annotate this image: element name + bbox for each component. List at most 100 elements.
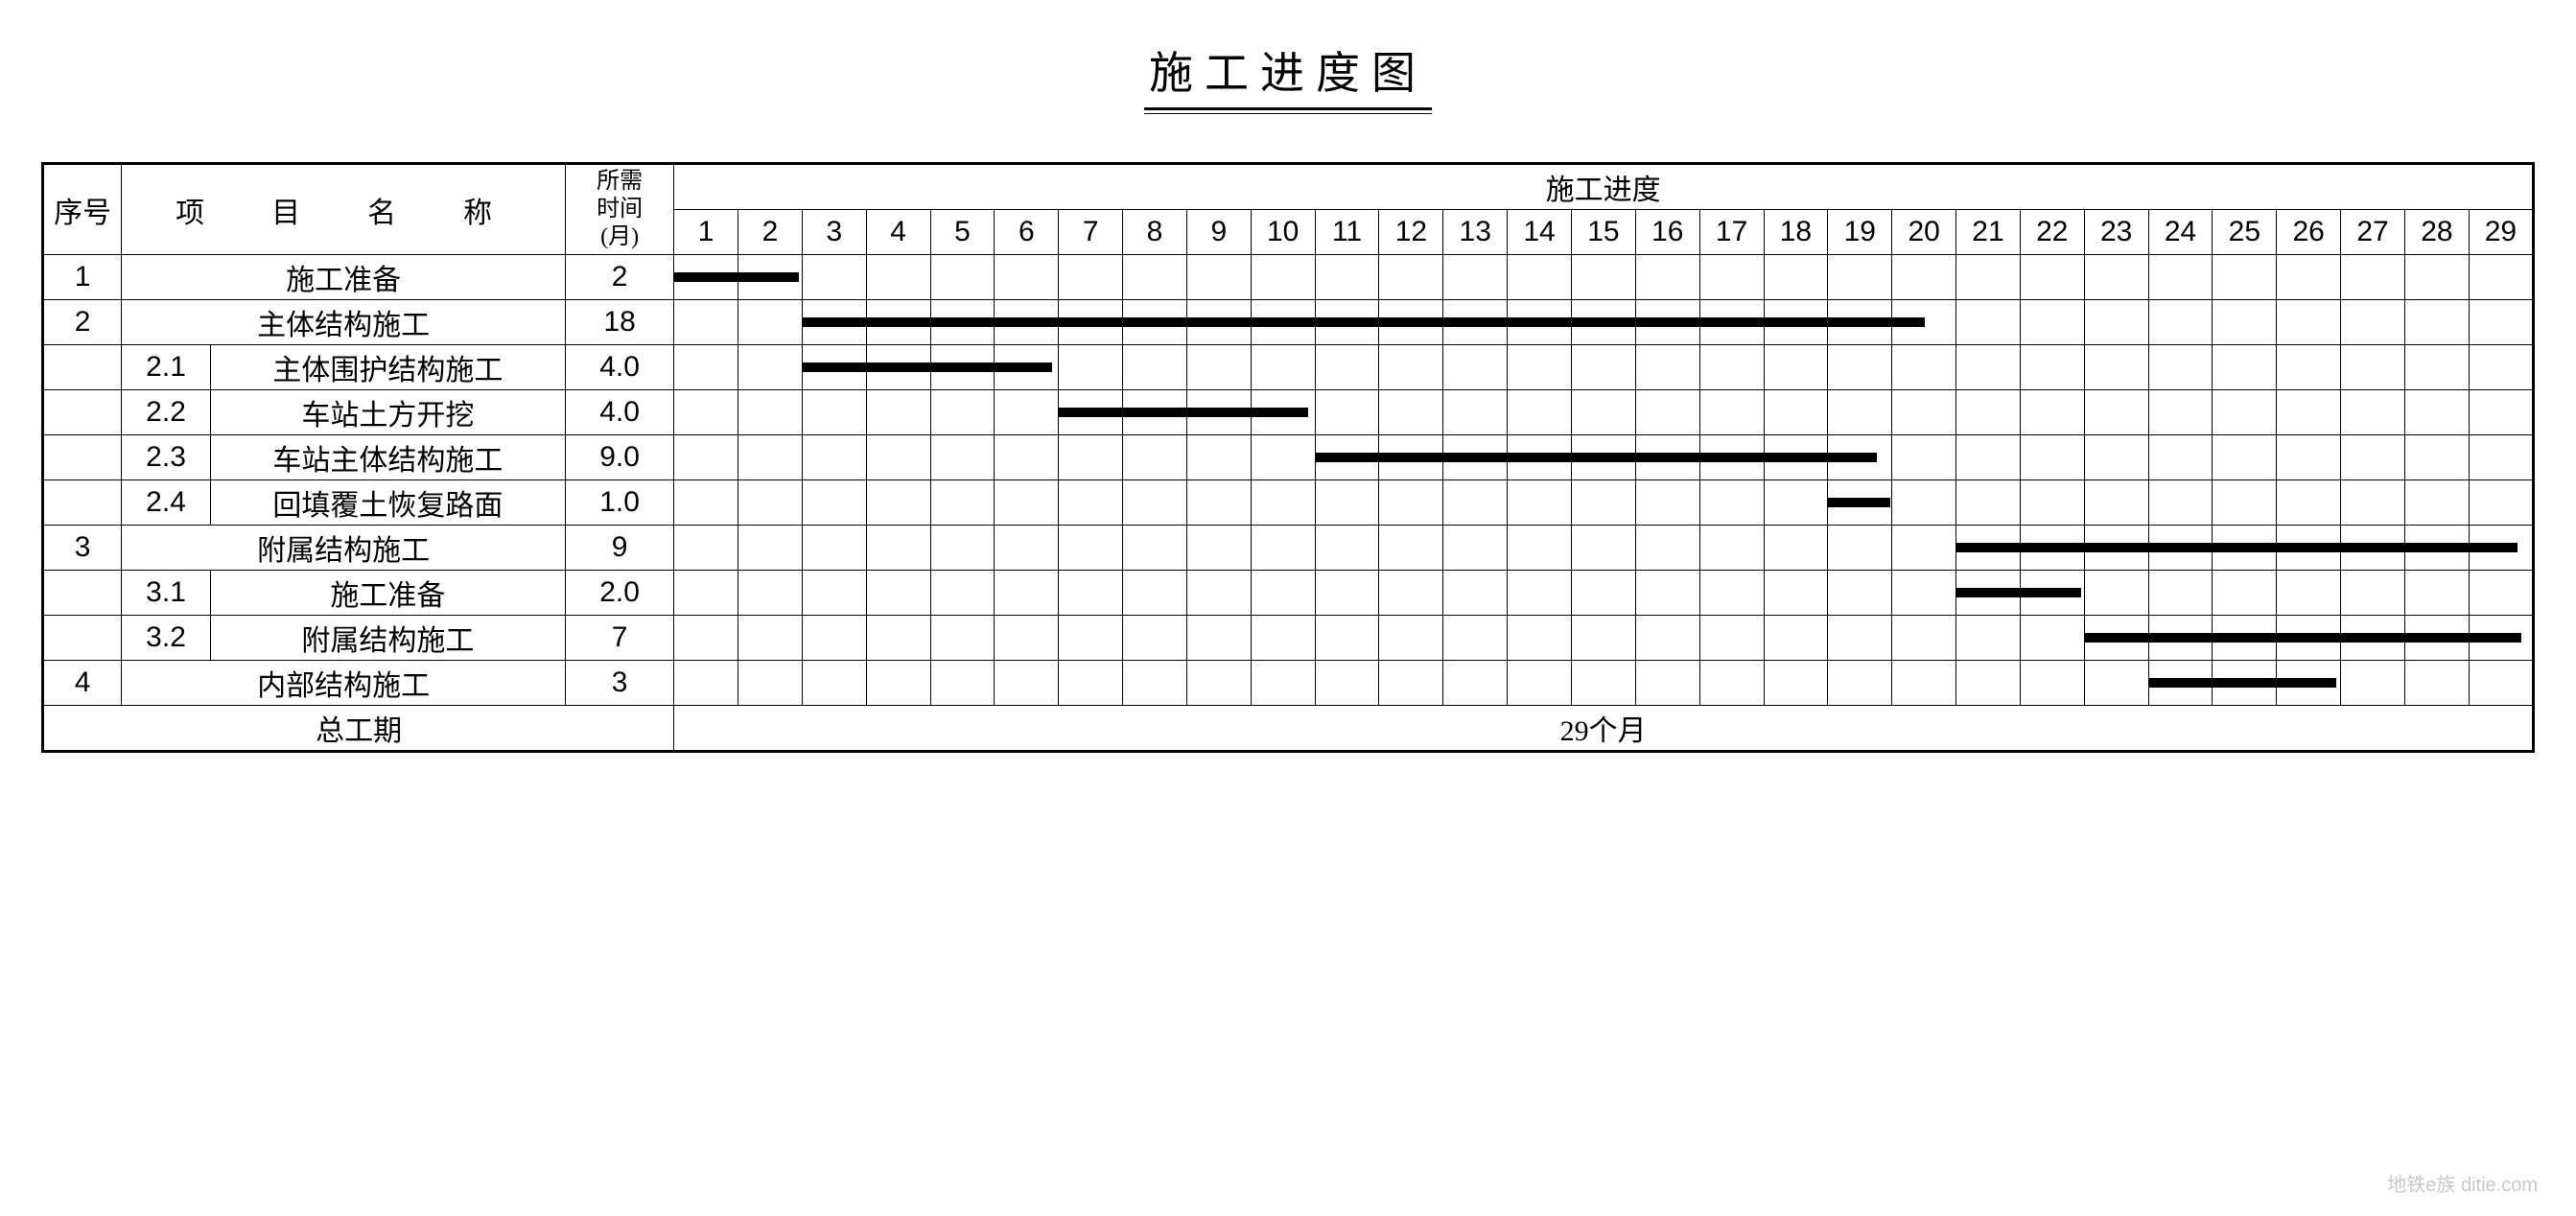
row-8-name: 附属结构施工 xyxy=(210,616,565,661)
row-8-m21 xyxy=(1956,616,2021,661)
row-7-m13 xyxy=(1443,571,1508,616)
row-8-m13 xyxy=(1443,616,1508,661)
hdr-seq: 序号 xyxy=(43,164,122,255)
row-1-m26 xyxy=(2277,300,2341,345)
row-6-m23 xyxy=(2084,526,2148,571)
row-2-m8 xyxy=(1123,345,1187,390)
row-2-m2 xyxy=(738,345,803,390)
hdr-month-9: 9 xyxy=(1186,210,1251,255)
row-8-sub: 3.2 xyxy=(122,616,211,661)
row-3-m21 xyxy=(1956,390,2021,435)
row-0-m29 xyxy=(2469,255,2533,300)
row-1-m12 xyxy=(1379,300,1443,345)
row-9-m27 xyxy=(2341,661,2405,706)
hdr-month-15: 15 xyxy=(1571,210,1635,255)
row-4-m13 xyxy=(1443,435,1508,480)
row-3-m27 xyxy=(2341,390,2405,435)
row-4-m25 xyxy=(2213,435,2277,480)
row-5-m4 xyxy=(866,480,930,526)
row-6-m25 xyxy=(2213,526,2277,571)
hdr-month-2: 2 xyxy=(738,210,803,255)
row-4-m2 xyxy=(738,435,803,480)
row-6-m26 xyxy=(2277,526,2341,571)
row-8-m25 xyxy=(2213,616,2277,661)
hdr-month-22: 22 xyxy=(2020,210,2084,255)
row-4-dur: 9.0 xyxy=(566,435,674,480)
row-6-m29 xyxy=(2469,526,2533,571)
row-4-m18 xyxy=(1764,435,1828,480)
row-4-m1 xyxy=(674,435,738,480)
row-3-dur: 4.0 xyxy=(566,390,674,435)
row-7-m28 xyxy=(2404,571,2469,616)
row-6-m22 xyxy=(2020,526,2084,571)
row-4-m28 xyxy=(2404,435,2469,480)
row-7-m6 xyxy=(995,571,1059,616)
row-2-m28 xyxy=(2404,345,2469,390)
row-9-m9 xyxy=(1186,661,1251,706)
row-9-m12 xyxy=(1379,661,1443,706)
row-9-m15 xyxy=(1571,661,1635,706)
row-9-m3 xyxy=(802,661,866,706)
row-3-m14 xyxy=(1508,390,1572,435)
hdr-month-28: 28 xyxy=(2404,210,2469,255)
row-0-m16 xyxy=(1635,255,1699,300)
row-0-m21 xyxy=(1956,255,2021,300)
row-4-m29 xyxy=(2469,435,2533,480)
row-9-m1 xyxy=(674,661,738,706)
row-3-m17 xyxy=(1699,390,1764,435)
row-4-m16 xyxy=(1635,435,1699,480)
row-7-m16 xyxy=(1635,571,1699,616)
row-1-m13 xyxy=(1443,300,1508,345)
row-6-seq: 3 xyxy=(43,526,122,571)
row-7-m14 xyxy=(1508,571,1572,616)
row-6-m15 xyxy=(1571,526,1635,571)
row-0-m27 xyxy=(2341,255,2405,300)
row-1-m29 xyxy=(2469,300,2533,345)
row-1-m3 xyxy=(802,300,866,345)
row-7-dur: 2.0 xyxy=(566,571,674,616)
row-0-m12 xyxy=(1379,255,1443,300)
row-9-m16 xyxy=(1635,661,1699,706)
row-8-m6 xyxy=(995,616,1059,661)
total-label: 总工期 xyxy=(43,706,674,752)
row-3-m2 xyxy=(738,390,803,435)
row-3-m8 xyxy=(1123,390,1187,435)
row-3-m15 xyxy=(1571,390,1635,435)
hdr-month-14: 14 xyxy=(1508,210,1572,255)
row-9-m4 xyxy=(866,661,930,706)
row-3-m18 xyxy=(1764,390,1828,435)
row-6-name: 附属结构施工 xyxy=(122,526,566,571)
row-1-m7 xyxy=(1059,300,1123,345)
row-6-m8 xyxy=(1123,526,1187,571)
row-7-m24 xyxy=(2148,571,2213,616)
row-1-name: 主体结构施工 xyxy=(122,300,566,345)
row-8-m19 xyxy=(1828,616,1892,661)
row-4-m6 xyxy=(995,435,1059,480)
row-0-m11 xyxy=(1315,255,1379,300)
row-5-m28 xyxy=(2404,480,2469,526)
row-7-name: 施工准备 xyxy=(210,571,565,616)
row-6-m13 xyxy=(1443,526,1508,571)
row-0-m26 xyxy=(2277,255,2341,300)
row-9-m21 xyxy=(1956,661,2021,706)
row-3-m24 xyxy=(2148,390,2213,435)
row-1-m1 xyxy=(674,300,738,345)
row-3-m16 xyxy=(1635,390,1699,435)
row-1-m6 xyxy=(995,300,1059,345)
row-7-m29 xyxy=(2469,571,2533,616)
row-7-m5 xyxy=(930,571,995,616)
hdr-month-1: 1 xyxy=(674,210,738,255)
row-5-m18 xyxy=(1764,480,1828,526)
row-6-m3 xyxy=(802,526,866,571)
row-8-m29 xyxy=(2469,616,2533,661)
hdr-month-25: 25 xyxy=(2213,210,2277,255)
row-7-m8 xyxy=(1123,571,1187,616)
row-5-m27 xyxy=(2341,480,2405,526)
row-5-m15 xyxy=(1571,480,1635,526)
hdr-month-26: 26 xyxy=(2277,210,2341,255)
row-9-m11 xyxy=(1315,661,1379,706)
row-9-m29 xyxy=(2469,661,2533,706)
row-5-m16 xyxy=(1635,480,1699,526)
row-8-m28 xyxy=(2404,616,2469,661)
row-4-m22 xyxy=(2020,435,2084,480)
